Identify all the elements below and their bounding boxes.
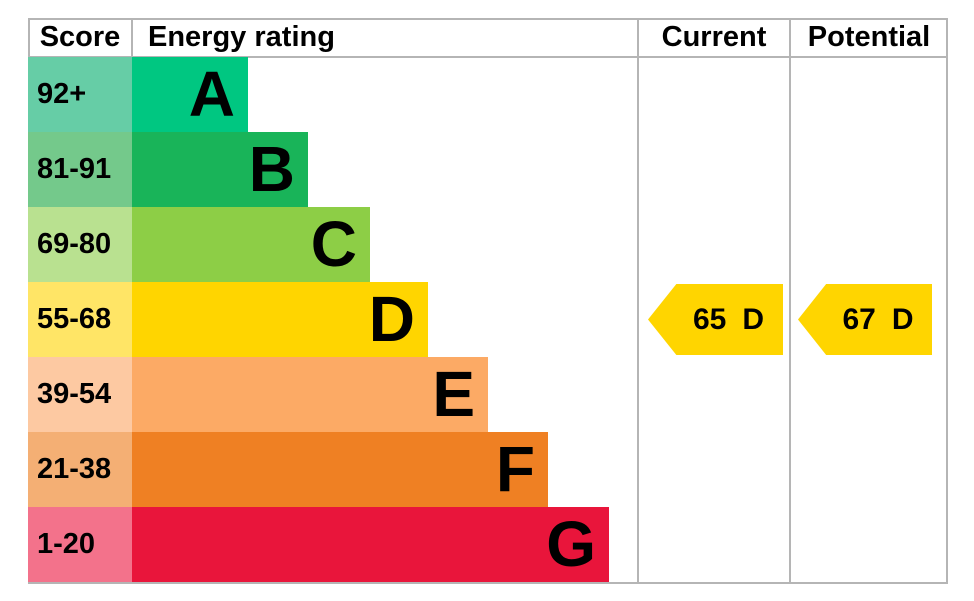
score-range-label: 1-20 — [37, 528, 96, 560]
potential-rating-value: 67 — [842, 302, 876, 336]
table-left-border — [28, 18, 30, 58]
energy-rating-header: Energy rating — [148, 21, 335, 53]
potential-header: Potential — [807, 21, 931, 53]
current-rating-letter: D — [742, 302, 765, 336]
score-range-label: 92+ — [37, 78, 87, 110]
energy-band-letter: G — [546, 508, 596, 580]
score-range-label: 81-91 — [37, 153, 112, 185]
band-row: 81-91 B — [28, 132, 948, 207]
score-header: Score — [39, 21, 121, 53]
energy-band-letter: F — [495, 433, 535, 505]
energy-band-letter: D — [368, 283, 415, 355]
score-cell: 69-80 — [28, 207, 132, 282]
energy-band-bar: B — [132, 132, 308, 207]
current-rating-value: 65 — [692, 302, 727, 336]
energy-band-bar: F — [132, 432, 548, 507]
energy-band-letter: B — [248, 133, 295, 205]
score-cell: 1-20 — [28, 507, 132, 582]
energy-band-bar: D — [132, 282, 428, 357]
potential-rating-arrow: 67 D — [798, 284, 932, 355]
current-rating-arrow: 65 D — [648, 284, 783, 355]
table-top-border — [28, 18, 948, 20]
score-range-label: 69-80 — [37, 228, 112, 260]
energy-band-bar: A — [132, 57, 248, 132]
energy-band-bar: E — [132, 357, 488, 432]
score-range-label: 39-54 — [37, 378, 112, 410]
band-row: 69-80 C — [28, 207, 948, 282]
band-row: 39-54 E — [28, 357, 948, 432]
energy-band-letter: C — [310, 208, 357, 280]
energy-band-bar: G — [132, 507, 609, 582]
table-right-border — [946, 18, 948, 584]
score-cell: 55-68 — [28, 282, 132, 357]
score-range-label: 21-38 — [37, 453, 112, 485]
energy-band-letter: A — [188, 58, 235, 130]
energy-band-bar: C — [132, 207, 370, 282]
band-row: 55-68 D — [28, 282, 948, 357]
energy-band-letter: E — [432, 358, 475, 430]
score-cell: 39-54 — [28, 357, 132, 432]
band-row: 21-38 F — [28, 432, 948, 507]
score-cell: 92+ — [28, 57, 132, 132]
score-cell: 21-38 — [28, 432, 132, 507]
header-bottom-border — [28, 56, 948, 58]
current-column-divider — [637, 18, 639, 584]
band-row: 92+ A — [28, 57, 948, 132]
score-column-divider — [131, 18, 133, 58]
current-header: Current — [661, 21, 767, 53]
potential-column-divider — [789, 18, 791, 584]
band-row: 1-20 G — [28, 507, 948, 582]
table-bottom-border — [28, 582, 948, 584]
score-cell: 81-91 — [28, 132, 132, 207]
potential-rating-letter: D — [891, 302, 914, 336]
score-range-label: 55-68 — [37, 303, 112, 335]
